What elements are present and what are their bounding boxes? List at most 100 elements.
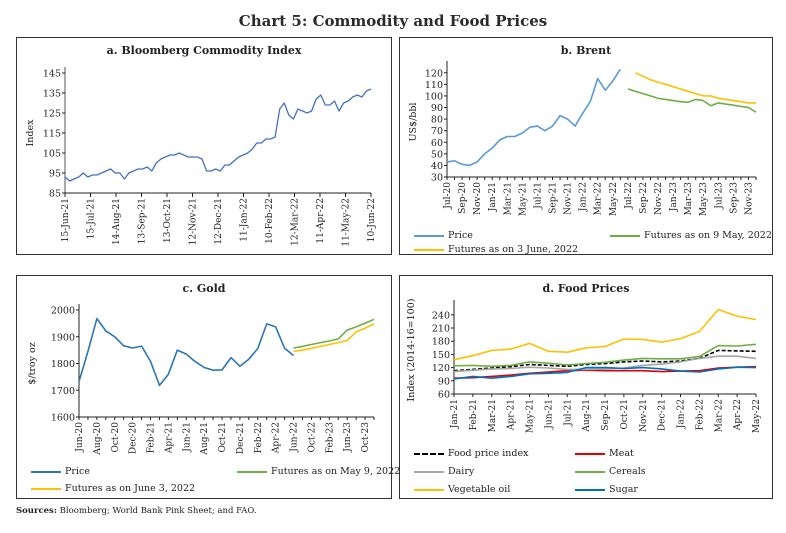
legend-label: Futures as on May 9, 2022 xyxy=(271,466,401,477)
x-tick-label: Jul-21 xyxy=(533,182,543,210)
y-tick-label: 50 xyxy=(431,149,443,160)
y-tick-label: 60 xyxy=(438,390,450,401)
x-tick-label: Nov-21 xyxy=(639,399,649,432)
y-tick-label: 240 xyxy=(432,310,450,321)
x-tick-label: Mar-22 xyxy=(714,399,724,432)
x-tick-label: Sep-21 xyxy=(601,399,611,431)
x-tick-label: Nov-22 xyxy=(654,182,664,215)
legend-item: Futures as on 3 June, 2022 xyxy=(414,244,578,255)
x-tick-label: Oct-21 xyxy=(218,422,228,453)
series-line-futures-as-on-9-may-2022 xyxy=(627,88,757,113)
x-tick-label: Jan-22 xyxy=(677,399,687,429)
legend-swatch xyxy=(575,470,605,473)
x-tick-label: Jul-22 xyxy=(624,182,634,210)
x-tick-label: Jan-23 xyxy=(669,182,679,213)
x-tick-label: Dec-20 xyxy=(129,422,139,454)
x-tick-label: Oct-21 xyxy=(620,399,630,430)
series-line-vegetable-oil xyxy=(453,308,757,361)
x-tick-label: Mar-22 xyxy=(594,182,604,215)
legend-label: Sugar xyxy=(609,484,638,495)
x-tick-label: 11-Apr-22 xyxy=(316,198,326,244)
x-tick-label: 12-Dec-21 xyxy=(214,198,224,245)
y-axis-label: Index xyxy=(25,119,36,147)
panel-bloomberg-commodity-index: a. Bloomberg Commodity Index 85 95 105 115 1… xyxy=(16,37,392,255)
series-line-meat xyxy=(453,365,757,379)
y-tick-label: 120 xyxy=(432,363,450,374)
y-tick-label: 60 xyxy=(431,138,443,149)
legend-swatch xyxy=(31,470,61,473)
x-tick-label: Jul-21 xyxy=(563,399,573,427)
chart-title: Chart 5: Commodity and Food Prices xyxy=(238,12,548,30)
series-line-price xyxy=(78,317,295,387)
legend-item: Futures as on June 3, 2022 xyxy=(31,483,195,494)
x-tick-label: 13-Oct-21 xyxy=(163,198,173,243)
legend-item: Futures as on 9 May, 2022 xyxy=(610,230,772,241)
sources-label: Sources: xyxy=(16,506,57,516)
x-tick-label: Jul-23 xyxy=(714,182,724,210)
x-tick-label: May-21 xyxy=(526,399,536,433)
legend-swatch xyxy=(31,487,61,490)
series-line-futures-as-on-3-june-2022 xyxy=(635,72,756,104)
x-tick-label: Oct-22 xyxy=(307,422,317,453)
panel-title: b. Brent xyxy=(560,44,612,57)
legend-label: Cereals xyxy=(609,466,646,477)
legend-label: Price xyxy=(448,230,473,241)
legend-item: Food price index xyxy=(414,448,528,459)
legend-swatch xyxy=(237,470,267,473)
y-tick-label: 1900 xyxy=(51,332,75,343)
y-tick-label: 135 xyxy=(43,89,61,100)
x-tick-label: Sep-21 xyxy=(549,182,559,214)
x-tick-label: Aug-20 xyxy=(93,422,103,456)
x-tick-label: 12-Mar-22 xyxy=(291,198,301,246)
x-tick-label: Oct-20 xyxy=(111,422,121,453)
legend-label: Futures as on 3 June, 2022 xyxy=(448,244,579,255)
x-tick-label: Apr-22 xyxy=(733,399,743,431)
x-tick-label: May-21 xyxy=(518,182,528,216)
legend-label: Futures as on 9 May, 2022 xyxy=(644,230,772,241)
series-line-futures-as-on-may-9-2022 xyxy=(293,318,375,349)
x-tick-label: May-23 xyxy=(699,182,709,216)
legend-item: Price xyxy=(414,230,473,241)
x-tick-label: Jan-22 xyxy=(579,182,589,212)
x-tick-label: May-22 xyxy=(609,182,619,216)
y-tick-label: 210 xyxy=(432,324,450,335)
series-line-sugar xyxy=(453,366,757,380)
panel-title: c. Gold xyxy=(182,282,226,295)
x-tick-label: Sep-23 xyxy=(729,182,739,214)
x-tick-label: 15-Jun-21 xyxy=(61,198,71,242)
sources-text: Bloomberg; World Bank Pink Sheet; and FA… xyxy=(56,506,257,516)
chart-svg: 1600 1700 1800 1900 2000 $/troy oz Jun-20 Aug-2… xyxy=(27,304,375,456)
x-tick-label: Jun-21 xyxy=(182,422,192,453)
legend-label: Price xyxy=(65,466,90,477)
x-tick-label: Feb-21 xyxy=(469,399,479,430)
legend-swatch xyxy=(414,488,444,491)
legend-item: Cereals xyxy=(575,466,646,477)
y-tick-label: 145 xyxy=(43,69,61,80)
sources-note: Sources: Bloomberg; World Bank Pink Shee… xyxy=(16,506,257,516)
y-tick-label: 125 xyxy=(43,109,61,120)
x-tick-label: Jun-22 xyxy=(290,422,300,453)
y-tick-label: 1700 xyxy=(51,386,75,397)
legend-label: Meat xyxy=(609,448,634,459)
x-tick-label: Feb-23 xyxy=(325,422,335,454)
x-tick-label: Feb-22 xyxy=(695,399,705,430)
y-tick-label: 105 xyxy=(43,149,61,160)
legend-swatch xyxy=(610,234,640,237)
x-tick-label: 13-Sep-21 xyxy=(138,198,148,244)
x-tick-label: Aug-21 xyxy=(200,422,210,456)
legend-label: Dairy xyxy=(448,466,475,477)
series-line-cereals xyxy=(453,343,757,368)
y-tick-label: 90 xyxy=(431,103,443,114)
y-tick-label: 1800 xyxy=(51,359,75,370)
x-tick-label: 11-May-22 xyxy=(342,198,352,247)
y-tick-label: 95 xyxy=(49,169,61,180)
y-tick-label: 1600 xyxy=(51,413,75,424)
x-tick-label: Jan-21 xyxy=(450,399,460,429)
x-tick-label: Feb-22 xyxy=(254,422,264,453)
legend-item: Sugar xyxy=(575,484,638,495)
legend-swatch xyxy=(414,470,444,473)
legend-swatch xyxy=(414,248,444,251)
x-tick-label: Dec-21 xyxy=(658,399,668,431)
y-tick-label: 115 xyxy=(43,129,61,140)
